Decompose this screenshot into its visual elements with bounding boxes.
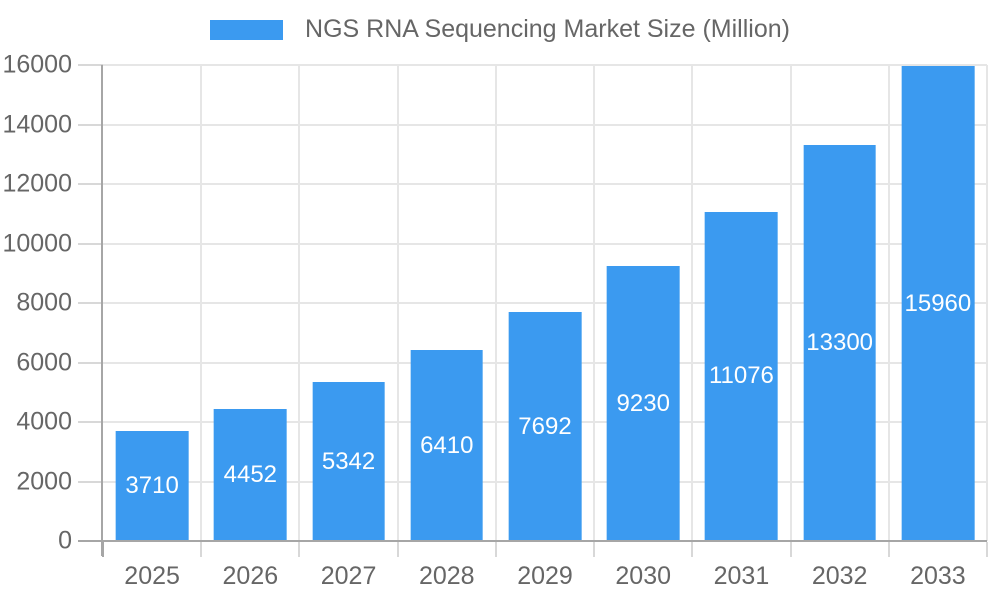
y-axis-ticks <box>78 64 103 542</box>
v-gridline <box>396 65 399 541</box>
v-gridline <box>789 65 792 541</box>
x-tick-label: 2026 <box>222 562 279 590</box>
x-tick <box>986 542 988 557</box>
plot-area: 3710 4452 5342 6410 7692 9230 11076 13300 15960 <box>103 64 988 541</box>
x-tick <box>789 542 792 557</box>
x-tick-label: 2029 <box>517 562 573 590</box>
y-tick-label: 16000 <box>2 50 72 79</box>
bar: 3710 <box>115 430 189 541</box>
x-tick <box>298 542 301 557</box>
legend[interactable]: NGS RNA Sequencing Market Size (Million) <box>0 15 1000 44</box>
bar: 7692 <box>508 312 582 541</box>
bar-value-label: 13300 <box>806 329 874 357</box>
y-tick-label: 4000 <box>16 407 72 436</box>
y-tick-label: 14000 <box>2 110 72 138</box>
x-tick-label: 2033 <box>910 562 966 590</box>
h-gridline <box>103 242 987 245</box>
x-tick-label: 2032 <box>811 562 868 590</box>
y-tick-label: 6000 <box>16 348 72 376</box>
h-gridline <box>103 302 987 304</box>
bar-value-label: 15960 <box>904 289 972 317</box>
bar: 5342 <box>312 382 385 541</box>
bar-value-label: 7692 <box>518 412 572 440</box>
x-tick <box>396 542 399 557</box>
x-tick-label: 2028 <box>418 562 475 590</box>
x-tick <box>887 542 890 557</box>
h-gridline <box>103 183 987 185</box>
y-axis-labels: 0 2000 4000 6000 8000 10000 12000 14000 16000 <box>0 52 72 553</box>
v-gridline <box>200 65 203 541</box>
bar: 11076 <box>705 211 778 541</box>
legend-label: NGS RNA Sequencing Market Size (Million) <box>305 15 790 43</box>
y-tick-label: 10000 <box>2 229 72 257</box>
y-tick-label: 2000 <box>16 467 72 495</box>
x-tick-label: 2027 <box>320 562 377 590</box>
y-tick <box>78 242 103 245</box>
v-gridline <box>691 65 694 541</box>
y-tick <box>78 421 103 423</box>
legend-swatch <box>210 19 284 40</box>
v-gridline <box>986 65 988 541</box>
bar-value-label: 4452 <box>223 460 278 488</box>
bar-value-label: 6410 <box>420 431 474 459</box>
v-gridline <box>593 65 596 541</box>
y-axis-line <box>101 65 103 556</box>
bar: 13300 <box>803 145 876 541</box>
h-gridline <box>103 64 987 66</box>
bar-value-label: 5342 <box>321 447 376 475</box>
x-tick <box>494 542 497 557</box>
x-tick-label: 2031 <box>713 562 770 590</box>
x-tick <box>102 542 104 557</box>
v-gridline <box>298 65 301 541</box>
x-axis-line <box>78 540 987 542</box>
y-tick-label: 0 <box>58 526 72 555</box>
x-tick <box>200 542 203 557</box>
x-tick-label: 2030 <box>615 562 672 590</box>
bar: 15960 <box>901 66 975 541</box>
x-axis-ticks <box>102 542 988 557</box>
y-tick <box>78 480 103 483</box>
y-tick-label: 8000 <box>16 288 72 317</box>
bar: 6410 <box>410 350 484 541</box>
v-gridline <box>494 65 497 541</box>
y-tick <box>78 64 103 66</box>
x-tick <box>691 542 694 557</box>
bar-value-label: 9230 <box>616 389 670 417</box>
bar: 4452 <box>213 408 287 541</box>
x-tick-label: 2025 <box>124 562 180 590</box>
y-tick <box>78 123 103 126</box>
y-tick <box>78 361 103 364</box>
y-tick <box>78 302 103 304</box>
bar: 9230 <box>606 266 680 541</box>
h-gridline <box>103 123 987 126</box>
y-tick-label: 12000 <box>2 169 72 198</box>
bar-value-label: 11076 <box>708 362 774 390</box>
bar-value-label: 3710 <box>125 471 179 499</box>
x-axis-labels: 2025 2026 2027 2028 2029 2030 2031 2032 2033 <box>103 560 987 592</box>
y-tick <box>78 183 103 185</box>
v-gridline <box>887 65 890 541</box>
x-tick <box>593 542 596 557</box>
